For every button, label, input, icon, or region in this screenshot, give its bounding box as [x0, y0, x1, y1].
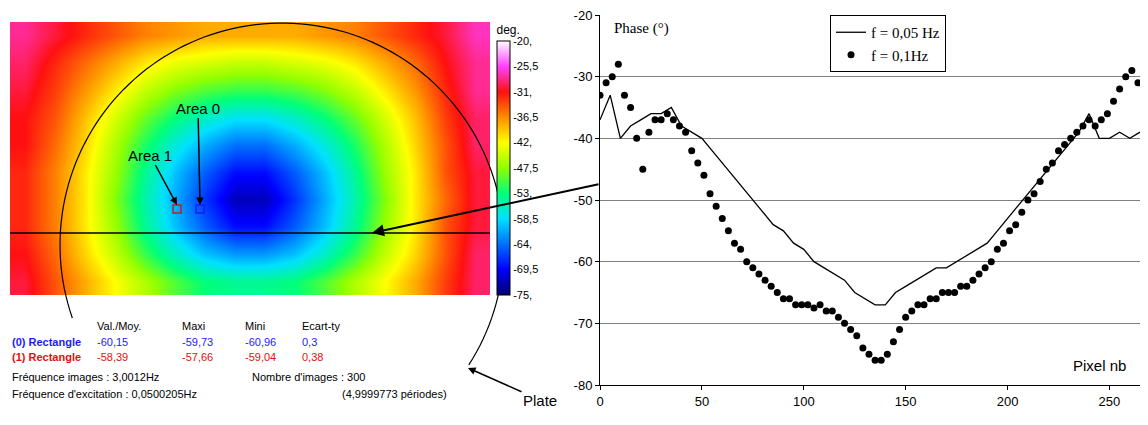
- svg-text:-59,73: -59,73: [182, 336, 213, 348]
- svg-text:f = 0,1Hz: f = 0,1Hz: [871, 48, 929, 64]
- svg-text:(1) Rectangle: (1) Rectangle: [12, 351, 81, 363]
- svg-text:-64,: -64,: [513, 238, 532, 250]
- svg-text:-60,15: -60,15: [97, 336, 128, 348]
- svg-text:Area 0: Area 0: [176, 100, 220, 117]
- svg-text:-20,: -20,: [513, 35, 532, 47]
- svg-text:-42,: -42,: [513, 136, 532, 148]
- svg-text:200: 200: [997, 394, 1019, 409]
- svg-text:Plate: Plate: [523, 392, 557, 409]
- svg-text:-57,66: -57,66: [182, 351, 213, 363]
- svg-text:-53,: -53,: [513, 187, 532, 199]
- svg-text:-60: -60: [574, 254, 593, 269]
- svg-text:-70: -70: [574, 316, 593, 331]
- svg-text:f = 0,05 Hz: f = 0,05 Hz: [871, 25, 940, 41]
- svg-text:-50: -50: [574, 193, 593, 208]
- svg-text:150: 150: [895, 394, 917, 409]
- svg-text:0: 0: [596, 394, 603, 409]
- svg-text:Phase (°): Phase (°): [614, 20, 669, 37]
- svg-text:Fréquence d'excitation : 0,050: Fréquence d'excitation : 0,0500205Hz: [12, 388, 197, 400]
- svg-text:deg.: deg.: [497, 23, 520, 37]
- svg-text:-40: -40: [574, 131, 593, 146]
- svg-text:Val./Moy.: Val./Moy.: [97, 320, 141, 332]
- svg-text:Mini: Mini: [245, 320, 265, 332]
- svg-text:50: 50: [695, 394, 709, 409]
- svg-text:-69,5: -69,5: [513, 263, 538, 275]
- svg-text:Fréquence images : 3,0012Hz: Fréquence images : 3,0012Hz: [12, 371, 159, 383]
- svg-text:Ecart-ty: Ecart-ty: [302, 320, 340, 332]
- svg-text:(4,9999773 périodes): (4,9999773 périodes): [342, 388, 447, 400]
- svg-text:Nombre d'images : 300: Nombre d'images : 300: [252, 371, 365, 383]
- svg-text:Pixel nb: Pixel nb: [1073, 357, 1126, 374]
- svg-text:-47,5: -47,5: [513, 162, 538, 174]
- svg-text:250: 250: [1099, 394, 1121, 409]
- svg-text:-20: -20: [574, 8, 593, 23]
- svg-text:-60,96: -60,96: [245, 336, 276, 348]
- svg-text:-80: -80: [574, 378, 593, 393]
- svg-text:-75,: -75,: [513, 289, 532, 301]
- svg-text:-31,: -31,: [513, 86, 532, 98]
- svg-text:-36,5: -36,5: [513, 111, 538, 123]
- svg-text:0,3: 0,3: [302, 336, 317, 348]
- svg-text:100: 100: [793, 394, 815, 409]
- svg-text:-25,5: -25,5: [513, 60, 538, 72]
- svg-text:-30: -30: [574, 69, 593, 84]
- svg-text:0,38: 0,38: [302, 351, 323, 363]
- svg-text:Maxi: Maxi: [182, 320, 205, 332]
- svg-text:-58,39: -58,39: [97, 351, 128, 363]
- svg-text:(0) Rectangle: (0) Rectangle: [12, 336, 81, 348]
- svg-text:Area 1: Area 1: [128, 147, 172, 164]
- svg-text:-58,5: -58,5: [513, 213, 538, 225]
- svg-text:-59,04: -59,04: [245, 351, 276, 363]
